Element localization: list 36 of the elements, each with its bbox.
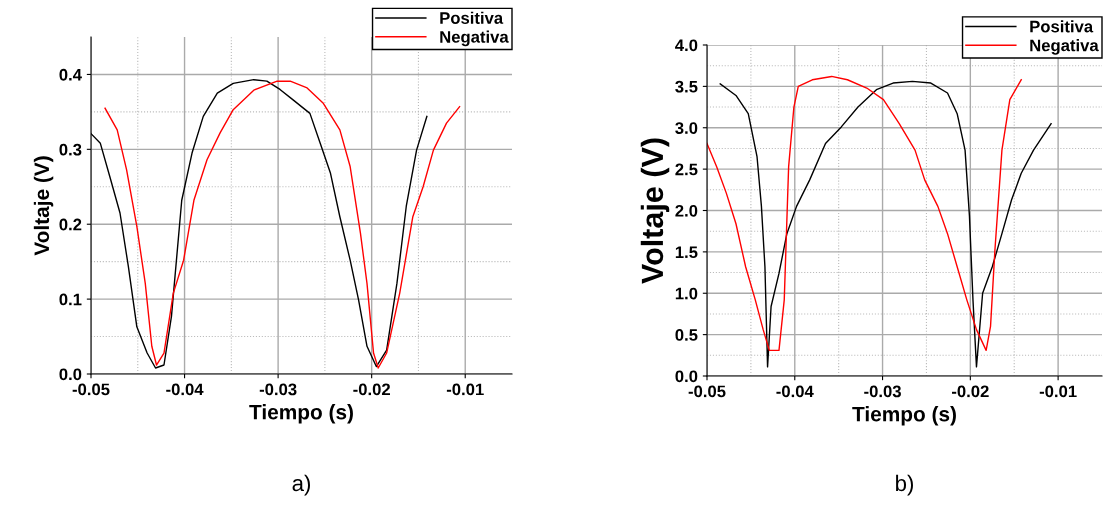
- y-tick-label: 0.4: [59, 68, 82, 81]
- x-tick-label: -0.04: [166, 383, 204, 396]
- x-tick-label: -0.05: [688, 385, 726, 398]
- legend-label: Negativa: [1030, 39, 1099, 55]
- legend-label: Negativa: [440, 30, 509, 47]
- text: a): [292, 474, 310, 496]
- x-tick-label: -0.05: [72, 383, 110, 396]
- y-tick-label: 0.5: [675, 329, 698, 341]
- y-tick-label: 4.0: [675, 39, 698, 52]
- y-tick-label: 1.0: [675, 287, 698, 300]
- y-tick-label: 2.0: [675, 204, 698, 217]
- y-axis-title: Voltaje (V): [33, 156, 54, 256]
- x-tick-label: -0.04: [776, 385, 814, 398]
- y-tick-label: 0.2: [59, 218, 82, 231]
- y-tick-label: 0.1: [59, 293, 82, 306]
- y-tick-label: 2.5: [675, 163, 698, 176]
- x-tick-label: -0.02: [353, 383, 390, 396]
- y-tick-label: 1.5: [675, 246, 698, 259]
- x-tick-label: -0.03: [259, 383, 297, 396]
- legend-label: Positiva: [440, 11, 504, 24]
- x-axis-title: Tiempo (s): [852, 406, 956, 426]
- line-series: [707, 75, 1022, 352]
- x-axis-title: Tiempo (s): [249, 404, 353, 424]
- line-series: [719, 80, 1052, 368]
- text: b): [896, 474, 913, 496]
- y-axis-title: Voltaje (V): [640, 138, 670, 284]
- y-tick-label: 0.0: [59, 368, 82, 381]
- y-tick-label: 3.0: [675, 122, 698, 134]
- y-tick-label: 3.5: [675, 80, 698, 93]
- y-tick-label: 0.3: [59, 143, 82, 156]
- x-tick-label: -0.02: [951, 385, 989, 398]
- y-tick-label: 0.0: [675, 370, 698, 383]
- x-tick-label: -0.03: [864, 385, 901, 398]
- legend-label: Positiva: [1030, 20, 1094, 33]
- x-tick-label: -0.01: [1039, 385, 1077, 398]
- x-tick-label: -0.01: [446, 383, 484, 396]
